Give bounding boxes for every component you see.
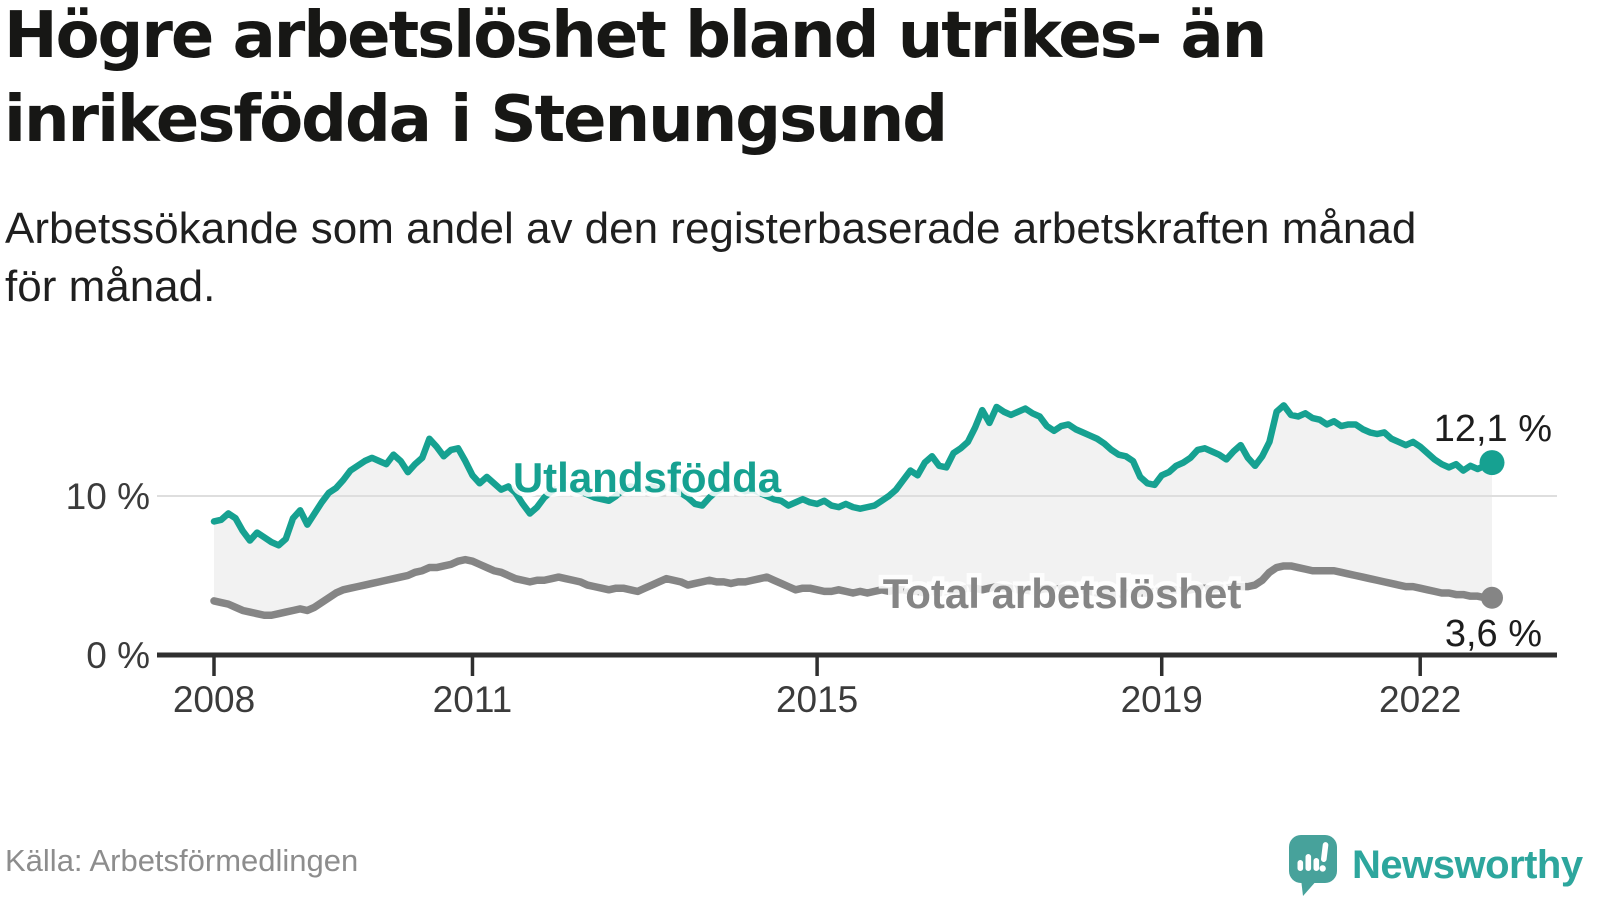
x-tick-label-2019: 2019 — [1121, 679, 1203, 720]
x-tick-label-2008: 2008 — [173, 679, 255, 720]
logo-bubble-tail — [1301, 879, 1318, 896]
newsworthy-logo-icon — [1289, 835, 1337, 896]
page-subtitle: Arbetssökande som andel av den registerb… — [5, 200, 1585, 316]
line-total-arbetsloshet — [210, 555, 1496, 619]
y-tick-label-10: 10 % — [66, 476, 150, 517]
y-tick-label-0: 0 % — [86, 635, 150, 676]
x-tick-label-2015: 2015 — [776, 679, 858, 720]
end-value-label-total: 3,6 % — [1445, 613, 1542, 655]
line-utlandsfodda — [210, 402, 1496, 549]
page-subtitle-line1: Arbetssökande som andel av den registerb… — [5, 204, 1417, 253]
page-title: Högre arbetslöshet bland utrikes- än inr… — [4, 0, 1584, 162]
logo-bars — [1297, 842, 1329, 872]
series-label-total: Total arbetslöshet — [883, 570, 1242, 617]
end-dot-utlandsfodda — [1479, 450, 1505, 476]
end-dot-total — [1481, 586, 1503, 609]
x-tick-label-2011: 2011 — [433, 679, 513, 720]
x-tick-label-2022: 2022 — [1379, 679, 1461, 720]
page-subtitle-line2: för månad. — [5, 262, 216, 311]
page-title-line2: inrikesfödda i Stenungsund — [4, 83, 948, 157]
page-title-line1: Högre arbetslöshet bland utrikes- än — [4, 0, 1267, 73]
newsworthy-logo: Newsworthy — [1288, 833, 1583, 897]
series-label-utlandsfodda: Utlandsfödda — [513, 454, 782, 501]
source-note: Källa: Arbetsförmedlingen — [5, 843, 359, 878]
newsworthy-wordmark: Newsworthy — [1352, 842, 1583, 887]
logo-bubble — [1289, 835, 1337, 883]
end-value-label-utlandsfodda: 12,1 % — [1434, 408, 1552, 450]
